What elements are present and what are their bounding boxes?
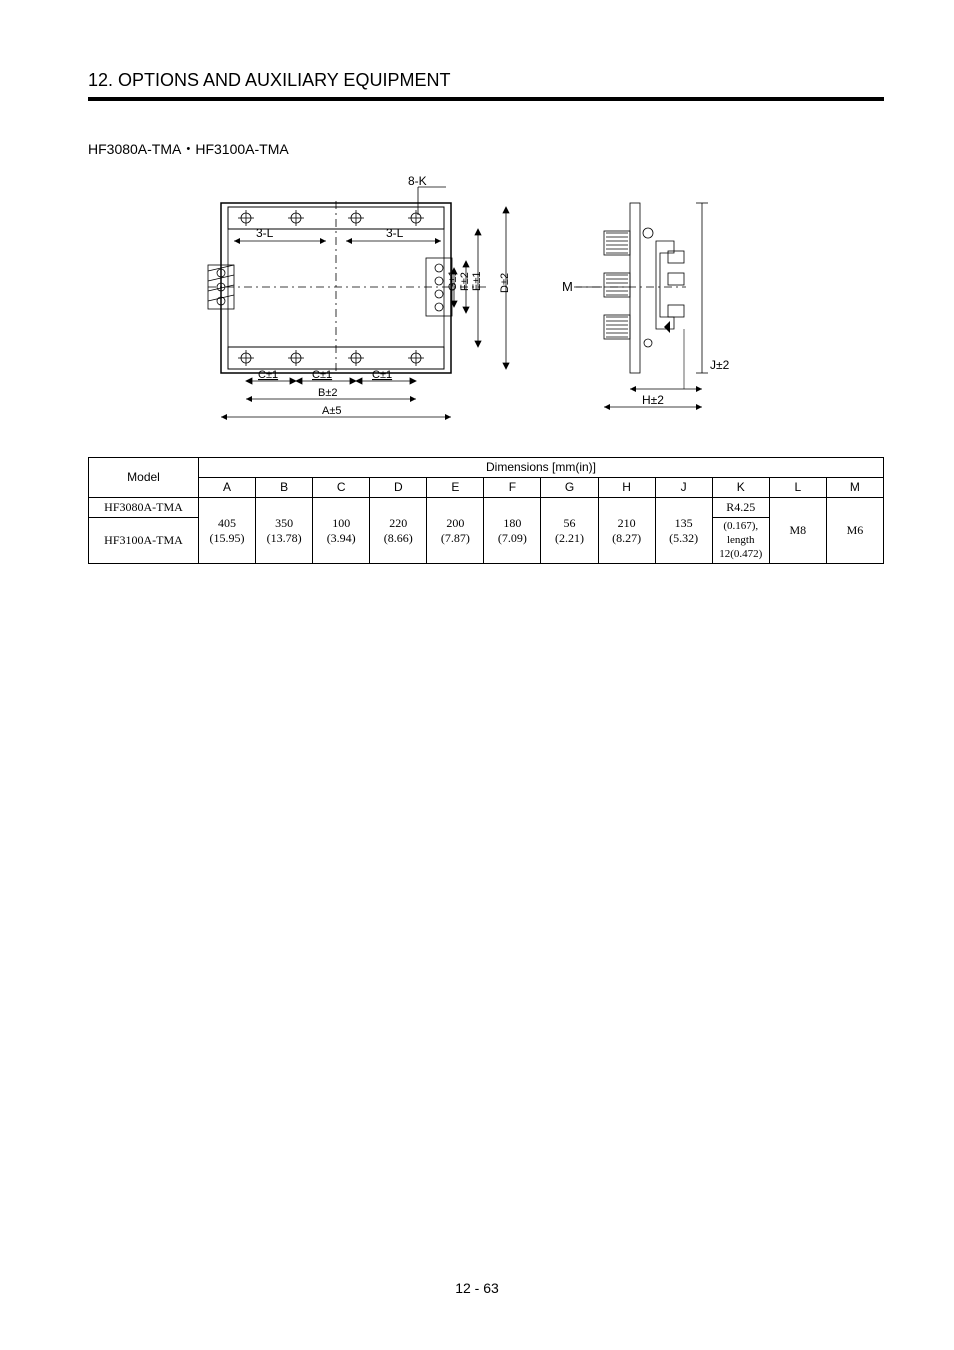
col-b: B [256,478,313,498]
label-c2: C±1 [312,369,332,381]
label-d: D±2 [499,273,511,293]
cell-m: M6 [826,498,883,564]
col-h: H [598,478,655,498]
th-model: Model [89,458,199,498]
label-f: F±2 [459,272,471,291]
cell-g: 56(2.21) [541,498,598,564]
diagram-row: 8-K [88,173,884,433]
cell-j: 135(5.32) [655,498,712,564]
col-a: A [199,478,256,498]
label-g: G±1 [447,270,459,291]
col-l: L [769,478,826,498]
sub-title: HF3080A-TMA・HF3100A-TMA [88,139,884,159]
cell-a: 405(15.95) [199,498,256,564]
cell-c: 100(3.94) [313,498,370,564]
cell-model-1: HF3080A-TMA [89,498,199,518]
page-footer: 12 - 63 [0,1280,954,1296]
header-row: A B C D E F G H J K L M [89,478,884,498]
section-rule [88,97,884,101]
cell-l: M8 [769,498,826,564]
section-title: 12. OPTIONS AND AUXILIARY EQUIPMENT [88,70,884,91]
cell-f: 180(7.09) [484,498,541,564]
cell-model-2: HF3100A-TMA [89,518,199,564]
cell-h: 210(8.27) [598,498,655,564]
dimensions-table: Model Dimensions [mm(in)] A B C D E F G … [88,457,884,564]
label-8k: 8-K [408,174,427,188]
label-a: A±5 [322,405,342,417]
label-3l-right: 3-L [386,226,404,240]
label-3l-left: 3-L [256,226,274,240]
front-view-diagram: 8-K [186,173,526,433]
label-c1: C±1 [258,369,278,381]
cell-d: 220(8.66) [370,498,427,564]
col-f: F [484,478,541,498]
col-c: C [313,478,370,498]
th-dim: Dimensions [mm(in)] [199,458,884,478]
side-view-diagram: M J±2 H±2 [556,173,786,433]
col-j: J [655,478,712,498]
col-m: M [826,478,883,498]
col-k: K [712,478,769,498]
label-h: H±2 [642,393,664,407]
cell-k1: R4.25 [712,498,769,518]
cell-b: 350(13.78) [256,498,313,564]
label-m: M [562,279,573,294]
label-c3: C±1 [372,369,392,381]
cell-k2: (0.167), length 12(0.472) [712,518,769,564]
row-1: HF3080A-TMA 405(15.95) 350(13.78) 100(3.… [89,498,884,518]
label-e: E±1 [471,272,483,292]
cell-e: 200(7.87) [427,498,484,564]
col-d: D [370,478,427,498]
label-j: J±2 [710,358,730,372]
col-e: E [427,478,484,498]
label-b: B±2 [318,387,338,399]
col-g: G [541,478,598,498]
